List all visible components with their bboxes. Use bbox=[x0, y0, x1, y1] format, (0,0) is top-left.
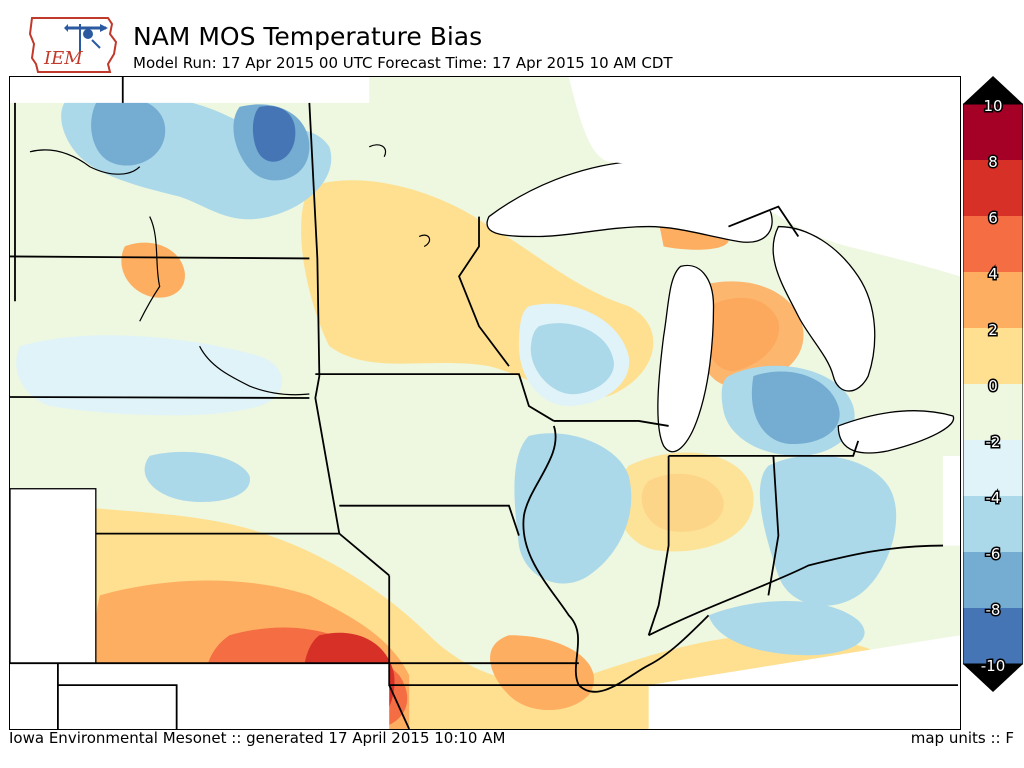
colorbar-labels: 10 8 6 4 2 0 -2 -4 -6 -8 -10 bbox=[979, 96, 1007, 677]
colorbar-label: 0 bbox=[988, 377, 998, 395]
logo-text: IEM bbox=[43, 48, 83, 69]
map-title: NAM MOS Temperature Bias bbox=[133, 22, 483, 51]
canada-land bbox=[568, 77, 960, 277]
colorbar-label: -10 bbox=[981, 657, 1006, 675]
colorbar-label: 6 bbox=[988, 209, 998, 227]
bias-region-minus4-southeast-missouri bbox=[708, 600, 865, 656]
colorbar-swatch-8-10 bbox=[963, 104, 1023, 160]
colorbar-label: -2 bbox=[986, 433, 1001, 451]
bias-region-plus4-dakotas bbox=[121, 242, 185, 298]
out-of-domain-southeast bbox=[648, 635, 960, 729]
bias-region-minus2-nebraska bbox=[16, 335, 282, 416]
colorbar-label: 4 bbox=[988, 265, 998, 283]
temperature-bias-map bbox=[9, 76, 961, 730]
colorbar-label: -6 bbox=[986, 545, 1001, 563]
north-canada-land bbox=[10, 77, 370, 103]
colorbar-label: 2 bbox=[988, 321, 998, 339]
colorbar-swatch-m6-m4 bbox=[963, 496, 1023, 552]
bias-region-plus4-southeast bbox=[490, 635, 594, 711]
colorbar-swatch-m4-m2 bbox=[963, 440, 1023, 496]
colorbar-over-arrow bbox=[963, 76, 1023, 104]
colorbar-swatch-m8-m6 bbox=[963, 552, 1023, 608]
colorbar-under-arrow bbox=[963, 664, 1023, 692]
lake-michigan bbox=[657, 264, 715, 453]
footer-credit: Iowa Environmental Mesonet :: generated … bbox=[9, 729, 506, 747]
colorbar-swatch-0-2 bbox=[963, 328, 1023, 384]
colorbar: 10 8 6 4 2 0 -2 -4 -6 -8 -10 bbox=[963, 76, 1023, 692]
weathervane-icon bbox=[64, 24, 108, 52]
out-of-domain-west bbox=[10, 488, 97, 664]
colorbar-label: -4 bbox=[986, 489, 1001, 507]
lake-huron bbox=[772, 225, 876, 392]
colorbar-swatch-m2-0 bbox=[963, 384, 1023, 440]
colorbar-label: 10 bbox=[983, 97, 1002, 115]
colorbar-swatch-4-6 bbox=[963, 216, 1023, 272]
map-units: map units :: F bbox=[910, 729, 1014, 747]
lake-superior bbox=[486, 160, 773, 243]
bias-region-minus8-minnesota-north bbox=[252, 105, 296, 162]
bias-region-minus6-north bbox=[91, 95, 166, 166]
colorbar-label: -8 bbox=[986, 601, 1001, 619]
bias-region-minus4-kansas bbox=[144, 451, 250, 502]
colorbar-swatch-m10-m8 bbox=[963, 608, 1023, 664]
colorbar-label: 8 bbox=[988, 153, 998, 171]
colorbar-swatch-2-4 bbox=[963, 272, 1023, 328]
out-of-domain-southwest bbox=[10, 663, 390, 729]
map-subtitle: Model Run: 17 Apr 2015 00 UTC Forecast T… bbox=[133, 54, 673, 72]
bias-region-minus6-michigan-lower bbox=[751, 371, 840, 445]
iem-logo: IEM bbox=[28, 17, 118, 73]
out-of-domain-east bbox=[943, 455, 960, 546]
state-borders bbox=[10, 77, 959, 729]
bias-region-minus4-ohio bbox=[759, 455, 897, 606]
coastline-detail bbox=[29, 144, 431, 396]
bias-region-plus2-indiana bbox=[616, 452, 754, 552]
bias-region-plus4-michigan bbox=[692, 281, 804, 387]
lake-erie bbox=[837, 410, 955, 454]
bias-region-minus4-wisconsin bbox=[530, 323, 614, 395]
colorbar-swatch-6-8 bbox=[963, 160, 1023, 216]
